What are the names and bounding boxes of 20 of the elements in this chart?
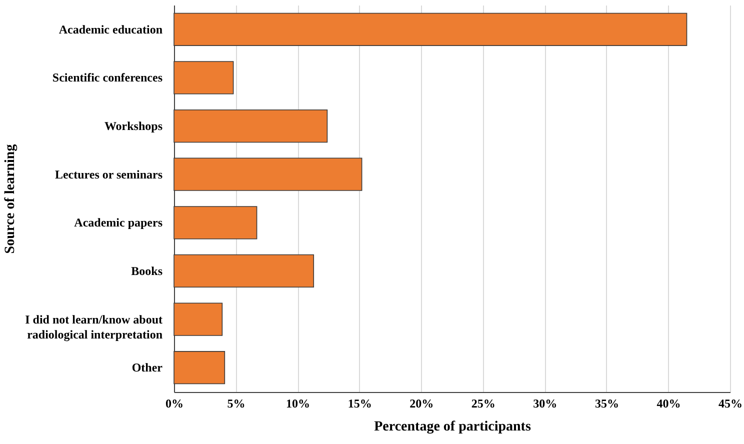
x-tick-label: 40%: [656, 396, 681, 410]
x-axis-title: Percentage of participants: [374, 420, 532, 434]
x-tick-label: 45%: [718, 396, 742, 410]
y-tick-label: Other: [132, 360, 164, 375]
y-tick-label: Workshops: [104, 119, 163, 134]
x-tick-label: 25%: [471, 396, 496, 410]
x-tick-label: 15%: [348, 396, 372, 410]
y-tick-label: Lectures or seminars: [54, 167, 163, 182]
x-tick-label: 30%: [533, 396, 558, 410]
x-tick-label: 10%: [286, 396, 310, 410]
y-tick-label: I did not learn/know about radiological interpretation: [25, 312, 163, 342]
y-tick-label: Academic papers: [74, 216, 163, 230]
x-tick-label: 20%: [410, 396, 434, 410]
x-tick-label: 5%: [227, 396, 246, 410]
y-tick-label: Scientific conferences: [52, 70, 163, 85]
x-tick-label: 35%: [594, 396, 619, 410]
y-axis-title: Source of learning: [3, 144, 18, 254]
y-tick-label: Books: [131, 264, 163, 278]
x-tick-label: 0%: [166, 396, 184, 410]
y-tick-label: Academic education: [58, 22, 163, 36]
